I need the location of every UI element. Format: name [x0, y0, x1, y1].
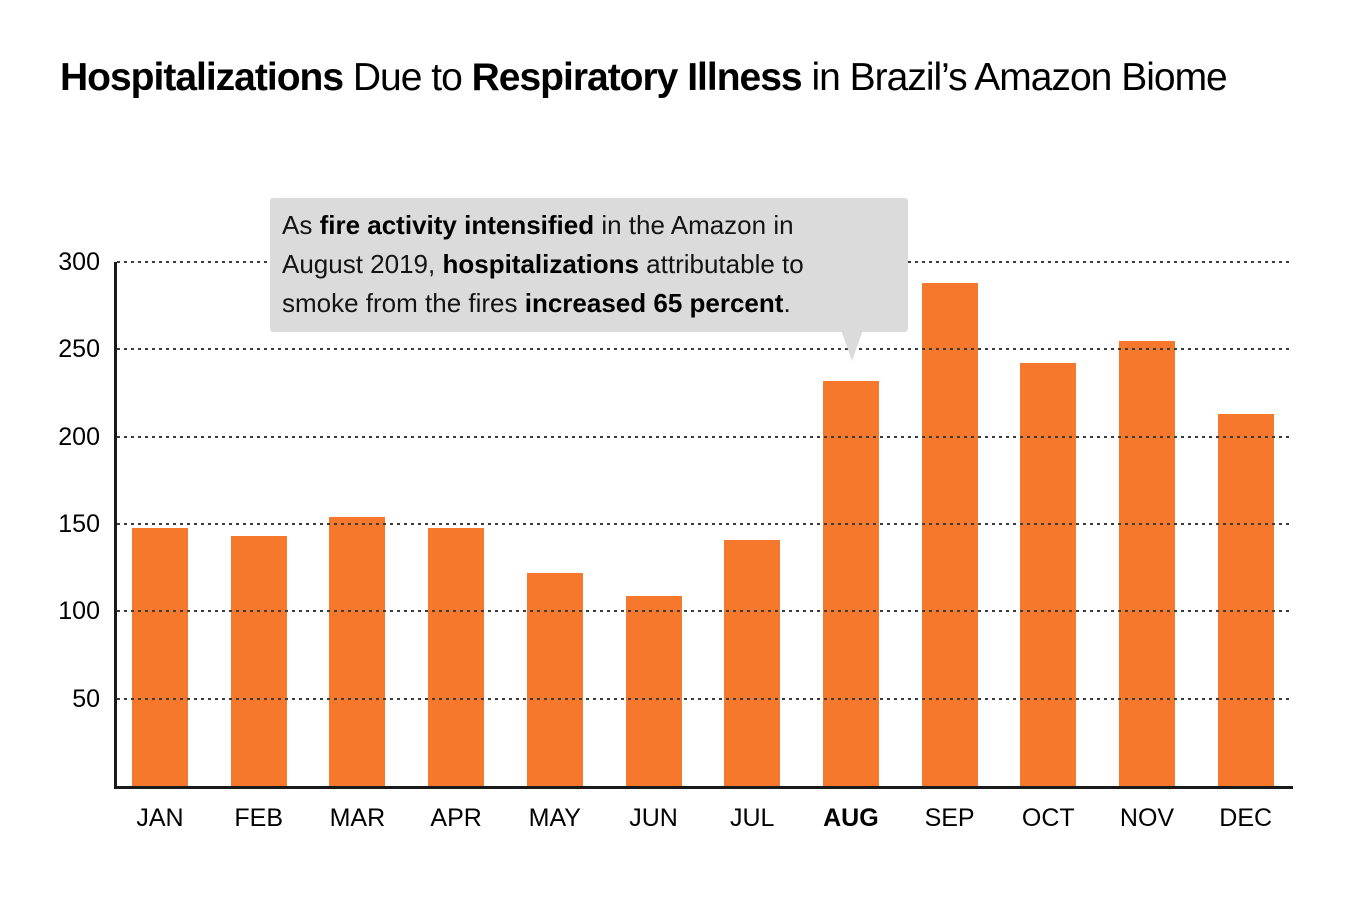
- plot-area: [114, 261, 1293, 789]
- gridline-150: [117, 523, 1293, 525]
- bold-text-segment: Respiratory Illness: [471, 56, 803, 99]
- y-axis-label-100: 100: [58, 597, 100, 626]
- callout-pointer-icon: [841, 330, 863, 361]
- text-segment: in the Amazon in: [594, 210, 794, 240]
- x-axis-label-sep: SEP: [924, 804, 975, 832]
- text-segment: August 2019,: [282, 249, 443, 279]
- y-axis-label-250: 250: [58, 335, 100, 364]
- text-segment: Due to: [343, 56, 472, 99]
- bold-text-segment: fire activity intensified: [319, 210, 595, 240]
- text-segment: As: [282, 210, 320, 240]
- bar-jan: [132, 527, 188, 786]
- annotation-text: As fire activity intensified in the Amaz…: [282, 206, 908, 323]
- x-axis-label-mar: MAR: [329, 804, 386, 832]
- gridline-50: [117, 697, 1293, 700]
- x-axis-label-jun: JUN: [629, 804, 678, 832]
- bar-jul: [724, 539, 781, 786]
- bold-text-segment: hospitalizations: [442, 249, 639, 279]
- gridline-250: [117, 348, 1293, 351]
- bold-text-segment: increased 65 percent: [524, 288, 784, 318]
- x-axis-label-oct: OCT: [1021, 804, 1075, 832]
- bar-feb: [230, 536, 287, 786]
- x-axis-label-may: MAY: [528, 804, 581, 832]
- y-axis-label-50: 50: [72, 684, 100, 713]
- annotation-line-3: smoke from the fires increased 65 percen…: [282, 284, 908, 323]
- x-axis-label-jul: JUL: [729, 804, 775, 832]
- bar-jun: [625, 595, 682, 786]
- gridline-100: [117, 610, 1293, 613]
- bar-nov: [1119, 340, 1175, 786]
- x-axis-label-nov: NOV: [1119, 804, 1175, 832]
- y-axis-label-150: 150: [58, 510, 100, 538]
- bar-may: [526, 572, 583, 786]
- bold-text-segment: Hospitalizations: [60, 56, 344, 99]
- x-axis-label-jan: JAN: [136, 804, 184, 832]
- bar-dec: [1217, 414, 1274, 786]
- bar-mar: [329, 517, 386, 786]
- y-axis-label-300: 300: [58, 248, 100, 276]
- bar-sep: [921, 283, 978, 786]
- text-segment: attributable to: [638, 249, 804, 279]
- annotation-line-2: August 2019, hospitalizations attributab…: [282, 245, 908, 284]
- text-segment: .: [783, 288, 791, 318]
- text-segment: in Brazil’s Amazon Biome: [801, 56, 1227, 99]
- bar-oct: [1020, 363, 1077, 786]
- bar-apr: [428, 527, 485, 786]
- y-axis-label-200: 200: [58, 422, 100, 451]
- annotation-line-1: As fire activity intensified in the Amaz…: [282, 206, 908, 245]
- x-axis-label-aug: AUG: [823, 804, 879, 832]
- annotation-callout: As fire activity intensified in the Amaz…: [270, 198, 908, 361]
- bar-aug: [822, 380, 879, 786]
- text-segment: smoke from the fires: [282, 288, 525, 318]
- x-axis-label-dec: DEC: [1219, 804, 1273, 832]
- x-axis-label-feb: FEB: [234, 804, 283, 832]
- x-axis-label-apr: APR: [430, 804, 482, 832]
- chart-title: Hospitalizations Due to Respiratory Illn…: [60, 56, 1228, 100]
- gridline-200: [117, 435, 1293, 438]
